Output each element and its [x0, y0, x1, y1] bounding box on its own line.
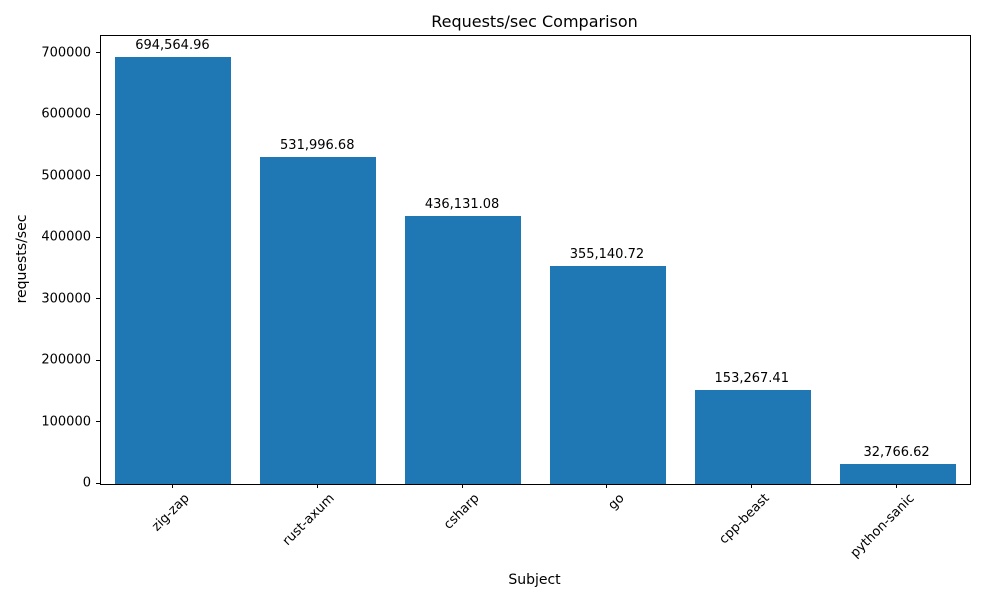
- y-tick-mark: [96, 52, 100, 54]
- x-axis-label: Subject: [508, 572, 561, 588]
- x-tick-label-go: go: [605, 491, 628, 514]
- bar-value-label: 694,564.96: [135, 38, 210, 54]
- chart-title: Requests/sec Comparison: [431, 12, 638, 31]
- y-tick-mark: [96, 359, 100, 361]
- bar-rust-axum: [260, 157, 377, 484]
- x-tick-mark: [896, 484, 898, 488]
- x-tick-mark: [751, 484, 753, 488]
- bar-python-sanic: [839, 463, 956, 484]
- y-tick-label: 200000: [41, 352, 91, 368]
- x-tick-label-rust-axum: rust-axum: [280, 491, 338, 549]
- bar-go: [549, 265, 666, 484]
- y-tick-mark: [96, 421, 100, 423]
- y-tick-label: 400000: [41, 229, 91, 245]
- x-tick-label-zig-zap: zig-zap: [149, 491, 194, 535]
- y-tick-label: 300000: [41, 291, 91, 307]
- y-tick-mark: [96, 482, 100, 484]
- y-tick-label: 600000: [41, 106, 91, 122]
- x-tick-mark: [606, 484, 608, 488]
- bar-value-label: 32,766.62: [863, 444, 930, 460]
- y-tick-mark: [96, 175, 100, 177]
- x-tick-label-csharp: csharp: [441, 491, 483, 533]
- x-tick-label-python-sanic: python-sanic: [847, 491, 918, 561]
- plot-area: [100, 35, 971, 485]
- x-tick-mark: [316, 484, 318, 488]
- y-tick-mark: [96, 236, 100, 238]
- bar-value-label: 153,267.41: [714, 370, 789, 386]
- bar-csharp: [405, 216, 521, 484]
- x-tick-label-cpp-beast: cpp-beast: [716, 491, 773, 548]
- y-tick-mark: [96, 113, 100, 115]
- y-tick-label: 700000: [41, 45, 91, 61]
- y-tick-mark: [96, 298, 100, 300]
- x-tick-mark: [171, 484, 173, 488]
- y-tick-label: 0: [82, 475, 91, 491]
- y-tick-label: 500000: [41, 168, 91, 184]
- bar-value-label: 531,996.68: [280, 138, 355, 154]
- y-axis-label: requests/sec: [14, 214, 30, 304]
- bar-value-label: 436,131.08: [424, 197, 500, 213]
- y-tick-label: 100000: [41, 414, 91, 430]
- x-tick-mark: [461, 484, 463, 488]
- bar-zig-zap: [115, 57, 232, 484]
- bar-value-label: 355,140.72: [569, 246, 645, 262]
- bar-cpp-beast: [694, 389, 811, 484]
